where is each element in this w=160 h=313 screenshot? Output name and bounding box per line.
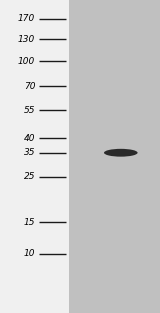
Text: 25: 25	[24, 172, 35, 181]
Ellipse shape	[104, 149, 138, 156]
Text: 15: 15	[24, 218, 35, 227]
FancyBboxPatch shape	[0, 0, 69, 313]
Text: 130: 130	[18, 35, 35, 44]
FancyBboxPatch shape	[69, 0, 160, 313]
Text: 35: 35	[24, 148, 35, 157]
Text: 10: 10	[24, 249, 35, 258]
Text: 170: 170	[18, 14, 35, 23]
Text: 55: 55	[24, 106, 35, 115]
Text: 100: 100	[18, 57, 35, 65]
Text: 70: 70	[24, 82, 35, 90]
Text: 40: 40	[24, 134, 35, 143]
